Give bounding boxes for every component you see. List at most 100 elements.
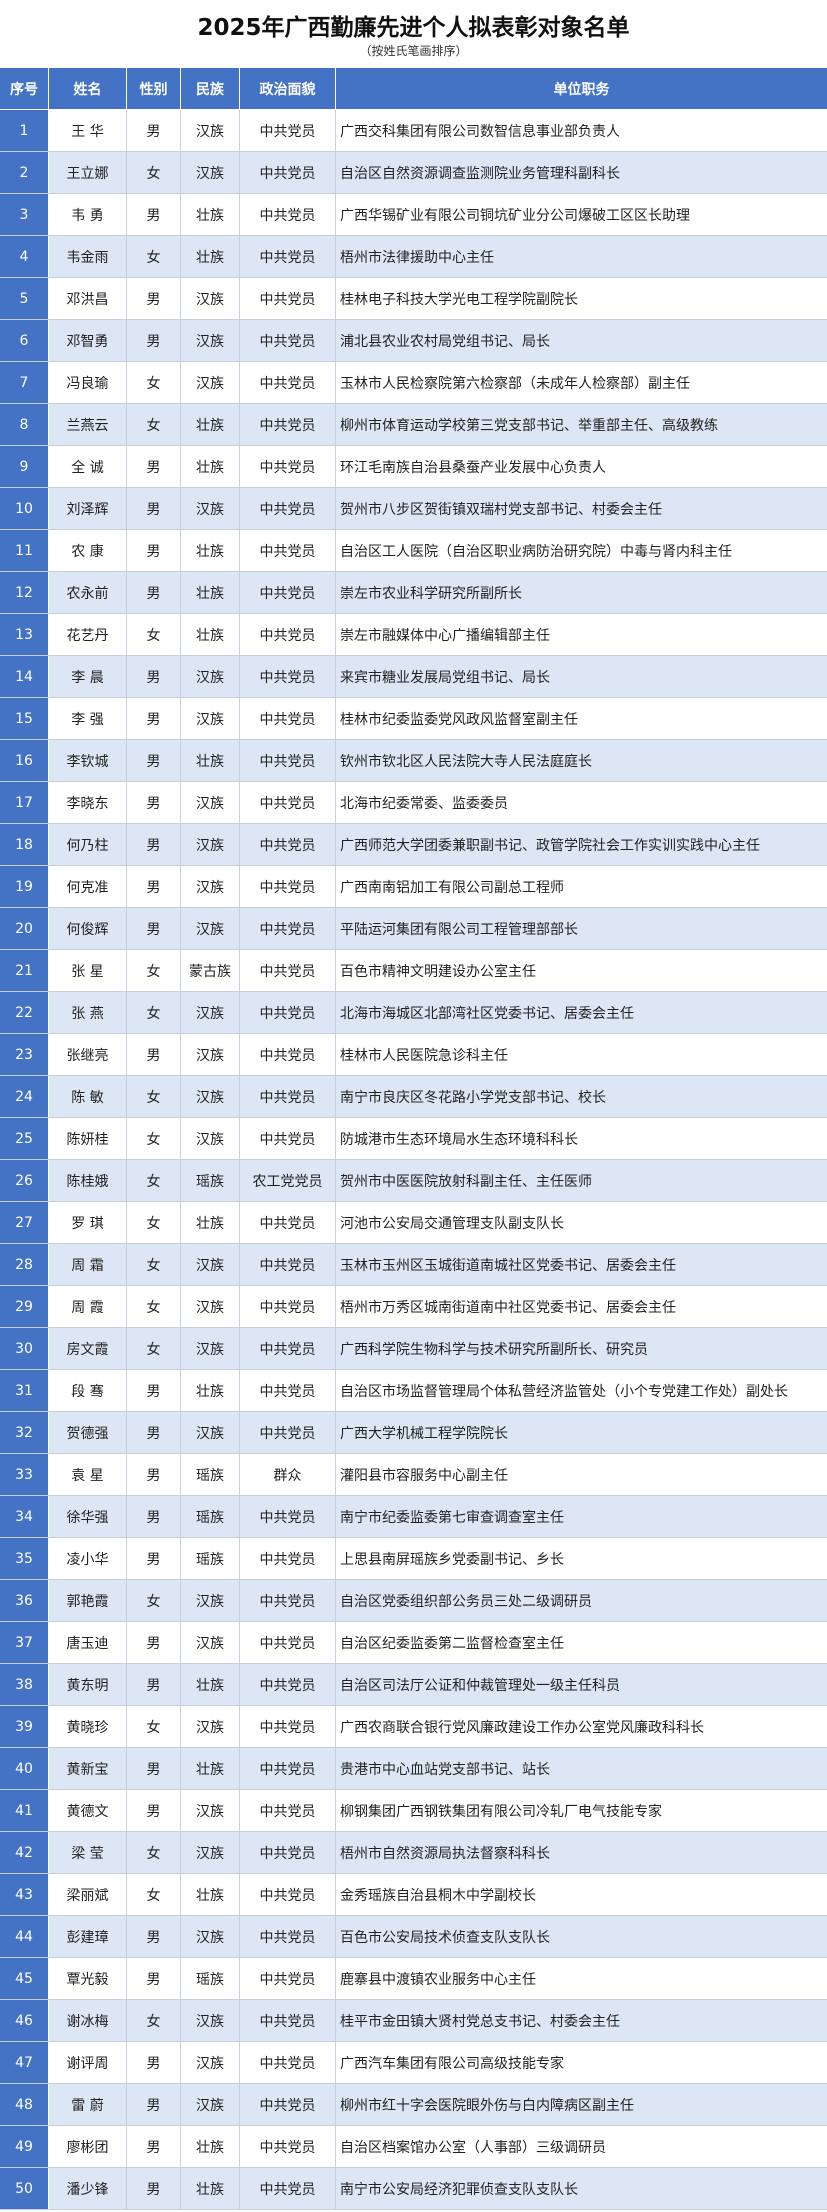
position: 广西南南铝加工有限公司副总工程师: [340, 879, 564, 896]
political-status: 中共党员: [240, 824, 336, 865]
ethnicity: 壮族: [181, 2126, 240, 2167]
header-cell: 政治面貌: [240, 68, 336, 109]
row-number: 50: [0, 2168, 49, 2209]
political-status: 中共党员: [240, 1244, 336, 1285]
name: 梁 莹: [49, 1832, 127, 1873]
gender: 男: [127, 1916, 181, 1957]
political-status: 中共党员: [240, 110, 336, 151]
ethnicity: 壮族: [181, 1748, 240, 1789]
ethnicity: 汉族: [181, 1286, 240, 1327]
header-row: 序号 姓名 性别 民族 政治面貌 单位职务: [0, 68, 827, 110]
gender: 男: [127, 698, 181, 739]
name: 农 康: [49, 530, 127, 571]
row-number: 18: [0, 824, 49, 865]
name: 黄东明: [49, 1664, 127, 1705]
position: 自治区纪委监委第二监督检查室主任: [340, 1635, 564, 1652]
political-status: 中共党员: [240, 1832, 336, 1873]
row-number: 40: [0, 1748, 49, 1789]
position: 梧州市法律援助中心主任: [340, 249, 494, 266]
row-number: 1: [0, 110, 49, 151]
political-status: 中共党员: [240, 2000, 336, 2041]
name: 凌小华: [49, 1538, 127, 1579]
row-number: 24: [0, 1076, 49, 1117]
row-number: 31: [0, 1370, 49, 1411]
position: 贺州市八步区贺街镇双瑞村党支部书记、村委会主任: [340, 501, 662, 518]
name: 房文霞: [49, 1328, 127, 1369]
position: 梧州市万秀区城南街道南中社区党委书记、居委会主任: [340, 1299, 676, 1316]
political-status: 中共党员: [240, 614, 336, 655]
row-number: 46: [0, 2000, 49, 2041]
political-status: 中共党员: [240, 2126, 336, 2167]
gender: 男: [127, 1622, 181, 1663]
gender: 男: [127, 110, 181, 151]
position: 桂林市纪委监委党风政风监督室副主任: [340, 711, 578, 728]
political-status: 中共党员: [240, 1748, 336, 1789]
position: 南宁市良庆区冬花路小学党支部书记、校长: [340, 1089, 606, 1106]
name: 邓智勇: [49, 320, 127, 361]
position: 桂平市金田镇大贤村党总支书记、村委会主任: [340, 2013, 620, 2030]
position: 自治区自然资源调查监测院业务管理科副科长: [340, 165, 620, 182]
political-status: 中共党员: [240, 1538, 336, 1579]
gender: 女: [127, 404, 181, 445]
table-row: 32 贺德强男汉族 中共党员 广西大学机械工程学院院长: [0, 1412, 827, 1454]
row-number: 9: [0, 446, 49, 487]
name: 黄晓珍: [49, 1706, 127, 1747]
gender: 女: [127, 1076, 181, 1117]
name: 黄德文: [49, 1790, 127, 1831]
table-row: 37 唐玉迪男汉族 中共党员 自治区纪委监委第二监督检查室主任: [0, 1622, 827, 1664]
name: 张继亮: [49, 1034, 127, 1075]
position: 金秀瑶族自治县桐木中学副校长: [340, 1887, 536, 1904]
row-number: 25: [0, 1118, 49, 1159]
ethnicity: 汉族: [181, 1328, 240, 1369]
name: 张 星: [49, 950, 127, 991]
political-status: 中共党员: [240, 1286, 336, 1327]
political-status: 中共党员: [240, 1076, 336, 1117]
table-row: 50 潘少锋男壮族 中共党员 南宁市公安局经济犯罪侦查支队支队长: [0, 2168, 827, 2210]
name: 王 华: [49, 110, 127, 151]
gender: 男: [127, 740, 181, 781]
gender: 男: [127, 1664, 181, 1705]
name: 雷 蔚: [49, 2084, 127, 2125]
gender: 男: [127, 1538, 181, 1579]
row-number: 3: [0, 194, 49, 235]
row-number: 21: [0, 950, 49, 991]
position: 自治区档案馆办公室（人事部）三级调研员: [340, 2139, 606, 2156]
name: 何俊辉: [49, 908, 127, 949]
table-row: 46 谢冰梅女汉族 中共党员 桂平市金田镇大贤村党总支书记、村委会主任: [0, 2000, 827, 2042]
gender: 女: [127, 1832, 181, 1873]
table-row: 36 郭艳霞女汉族 中共党员 自治区党委组织部公务员三处二级调研员: [0, 1580, 827, 1622]
table-row: 22 张 燕女汉族 中共党员 北海市海城区北部湾社区党委书记、居委会主任: [0, 992, 827, 1034]
table-row: 48 雷 蔚男汉族 中共党员 柳州市红十字会医院眼外伤与白内障病区副主任: [0, 2084, 827, 2126]
name: 冯良瑜: [49, 362, 127, 403]
ethnicity: 瑶族: [181, 1160, 240, 1201]
political-status: 中共党员: [240, 740, 336, 781]
gender: 女: [127, 1580, 181, 1621]
table-row: 18 何乃柱男汉族 中共党员 广西师范大学团委兼职副书记、政管学院社会工作实训实践中心…: [0, 824, 827, 866]
position: 广西华锡矿业有限公司铜坑矿业分公司爆破工区区长助理: [340, 207, 690, 224]
position: 广西汽车集团有限公司高级技能专家: [340, 2055, 564, 2072]
position: 北海市海城区北部湾社区党委书记、居委会主任: [340, 1005, 634, 1022]
gender: 男: [127, 2168, 181, 2209]
row-number: 27: [0, 1202, 49, 1243]
gender: 女: [127, 152, 181, 193]
row-number: 34: [0, 1496, 49, 1537]
table-row: 12 农永前男壮族 中共党员 崇左市农业科学研究所副所长: [0, 572, 827, 614]
gender: 男: [127, 866, 181, 907]
gender: 女: [127, 1874, 181, 1915]
title: 2025年广西勤廉先进个人拟表彰对象名单: [197, 15, 630, 41]
table-row: 8 兰燕云女壮族 中共党员 柳州市体育运动学校第三党支部书记、举重部主任、高级教练: [0, 404, 827, 446]
gender: 男: [127, 824, 181, 865]
name: 郭艳霞: [49, 1580, 127, 1621]
table: 序号 姓名 性别 民族 政治面貌 单位职务 1 王 华男汉族 中共党员 广西交科集团有限公司数智信…: [0, 68, 827, 2210]
ethnicity: 汉族: [181, 1076, 240, 1117]
position: 广西科学院生物科学与技术研究所副所长、研究员: [340, 1341, 648, 1358]
ethnicity: 汉族: [181, 698, 240, 739]
row-number: 48: [0, 2084, 49, 2125]
position: 百色市公安局技术侦查支队支队长: [340, 1929, 550, 1946]
name: 李晓东: [49, 782, 127, 823]
name: 袁 星: [49, 1454, 127, 1495]
political-status: 中共党员: [240, 1916, 336, 1957]
table-row: 49 廖彬团男壮族 中共党员 自治区档案馆办公室（人事部）三级调研员: [0, 2126, 827, 2168]
table-row: 43 梁丽斌女壮族 中共党员 金秀瑶族自治县桐木中学副校长: [0, 1874, 827, 1916]
